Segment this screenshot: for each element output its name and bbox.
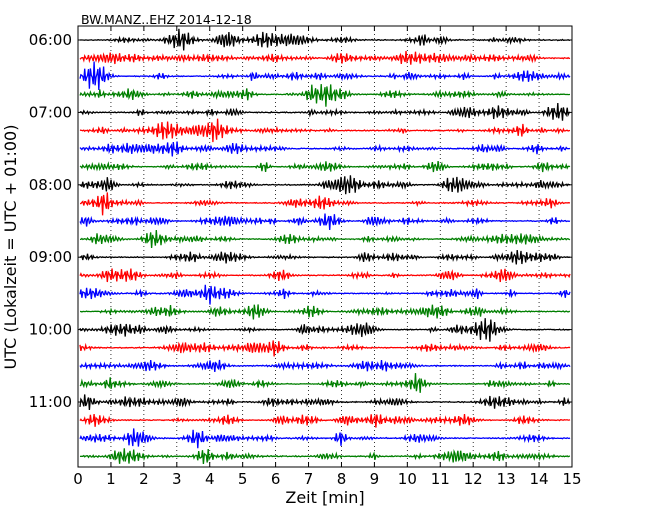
trace-row-07:15 <box>79 118 571 143</box>
x-tick-label: 13 <box>497 470 516 488</box>
y-tick-label: 09:00 <box>29 248 72 266</box>
x-tick-label: 14 <box>530 470 549 488</box>
trace-row-10:45 <box>79 373 571 393</box>
x-axis-label: Zeit [min] <box>285 488 364 507</box>
trace-row-08:30 <box>79 213 571 231</box>
trace-row-10:30 <box>79 359 571 372</box>
x-tick-label: 8 <box>337 470 347 488</box>
chart-title: BW.MANZ..EHZ 2014-12-18 <box>81 12 252 27</box>
trace-row-06:15 <box>79 50 571 65</box>
trace-row-08:00 <box>79 175 570 195</box>
trace-row-10:00 <box>79 318 571 342</box>
x-tick-label: 7 <box>304 470 314 488</box>
y-tick-label: 10:00 <box>29 321 72 339</box>
trace-row-06:00 <box>79 28 571 51</box>
x-tick-label: 10 <box>398 470 417 488</box>
y-tick-label: 07:00 <box>29 103 72 121</box>
x-tick-label: 5 <box>238 470 248 488</box>
trace-row-07:00 <box>79 103 571 121</box>
x-tick-label: 9 <box>370 470 380 488</box>
trace-row-09:15 <box>79 268 571 283</box>
x-tick-label: 3 <box>172 470 182 488</box>
trace-row-06:30 <box>79 61 571 91</box>
trace-row-08:45 <box>80 230 571 249</box>
trace-row-09:00 <box>79 250 571 265</box>
x-tick-label: 11 <box>431 470 450 488</box>
y-tick-label: 06:00 <box>29 31 72 49</box>
x-tick-label: 6 <box>271 470 281 488</box>
x-tick-label: 4 <box>205 470 215 488</box>
trace-row-10:15 <box>79 340 571 357</box>
trace-row-09:30 <box>79 284 571 305</box>
axis-ticks: 0 1 2 3 4 5 6 7 8 9 10 11 12 13 14 1506:0007:0008:0009:… <box>29 26 582 488</box>
trace-row-11:00 <box>79 394 571 411</box>
seismic-traces <box>79 28 571 464</box>
x-tick-label: 0 <box>73 470 83 488</box>
y-axis-label: UTC (Lokalzeit = UTC + 01:00) <box>1 125 20 370</box>
y-tick-label: 11:00 <box>29 393 72 411</box>
trace-row-06:45 <box>79 84 570 107</box>
trace-row-11:15 <box>79 414 571 428</box>
trace-row-11:30 <box>79 428 571 449</box>
trace-row-11:45 <box>79 448 571 464</box>
trace-row-07:30 <box>79 141 571 157</box>
plot-frame <box>77 25 573 468</box>
x-tick-label: 2 <box>139 470 149 488</box>
y-tick-label: 08:00 <box>29 176 72 194</box>
x-tick-label: 15 <box>562 470 581 488</box>
x-tick-label: 1 <box>106 470 116 488</box>
trace-row-08:15 <box>79 192 571 216</box>
trace-row-07:45 <box>79 161 571 173</box>
trace-row-09:45 <box>80 304 571 320</box>
x-tick-label: 12 <box>464 470 483 488</box>
grid <box>110 26 540 467</box>
